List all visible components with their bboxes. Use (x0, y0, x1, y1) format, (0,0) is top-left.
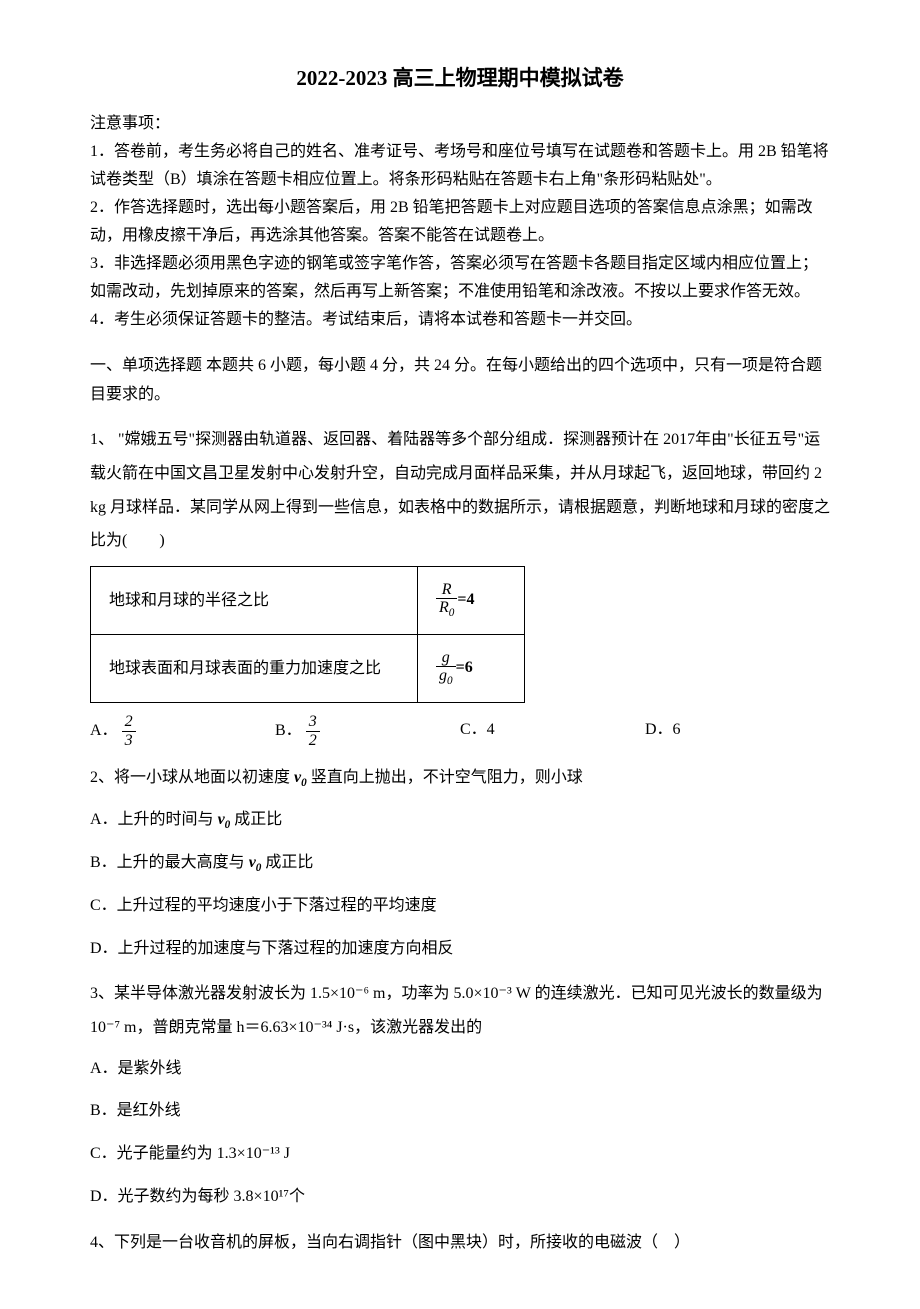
section-1-header: 一、单项选择题 本题共 6 小题，每小题 4 分，共 24 分。在每小题给出的四… (90, 352, 830, 410)
option-d: D．上升过程的加速度与下落过程的加速度方向相反 (90, 931, 830, 968)
q4-text: 4、下列是一台收音机的屏板，当向右调指针（图中黑块）时，所接收的电磁波（ ） (90, 1234, 690, 1251)
fraction-numerator: R (436, 581, 457, 600)
fraction: g g0 (436, 649, 456, 688)
table-value-cell: R R0 =4 (418, 566, 525, 634)
question-1: 1、 "嫦娥五号"探测器由轨道器、返回器、着陆器等多个部分组成．探测器预计在 2… (90, 423, 830, 749)
fraction-denominator: R0 (436, 599, 457, 620)
option-a: A． 2 3 (90, 713, 275, 749)
q1-data-table: 地球和月球的半径之比 R R0 =4 地球表面和月球表面的重力加速度之比 g g… (90, 566, 525, 703)
instruction-item: 4．考生必须保证答题卡的整洁。考试结束后，请将本试卷和答题卡一并交回。 (90, 306, 830, 334)
fraction: R R0 (436, 581, 457, 620)
equals-value: =4 (457, 591, 474, 608)
question-1-text: 1、 "嫦娥五号"探测器由轨道器、返回器、着陆器等多个部分组成．探测器预计在 2… (90, 431, 830, 549)
instructions-header: 注意事项： (90, 110, 830, 138)
fraction-numerator: g (436, 649, 456, 668)
option-c: C．4 (460, 713, 645, 749)
table-value-cell: g g0 =6 (418, 634, 525, 702)
question-4: 4、下列是一台收音机的屏板，当向右调指针（图中黑块）时，所接收的电磁波（ ） (90, 1226, 830, 1260)
option-b: B．上升的最大高度与 v0 成正比 (90, 845, 830, 882)
instruction-item: 1．答卷前，考生务必将自己的姓名、准考证号、考场号和座位号填写在试题卷和答题卡上… (90, 138, 830, 194)
exam-title: 2022-2023 高三上物理期中模拟试卷 (90, 60, 830, 98)
fraction: 2 3 (122, 713, 136, 749)
option-b: B．是红外线 (90, 1093, 830, 1130)
table-label-cell: 地球和月球的半径之比 (91, 566, 418, 634)
table-label-cell: 地球表面和月球表面的重力加速度之比 (91, 634, 418, 702)
fraction-denominator: g0 (436, 667, 456, 688)
question-3: 3、某半导体激光器发射波长为 1.5×10⁻⁶ m，功率为 5.0×10⁻³ W… (90, 977, 830, 1215)
q2-text-suffix: 竖直向上抛出，不计空气阻力，则小球 (307, 769, 583, 786)
table-row: 地球表面和月球表面的重力加速度之比 g g0 =6 (91, 634, 525, 702)
option-b: B． 3 2 (275, 713, 460, 749)
option-d: D．6 (645, 713, 830, 749)
variable-v0: v0 (294, 769, 307, 786)
q1-options: A． 2 3 B． 3 2 C．4 D．6 (90, 713, 830, 749)
option-a: A．是紫外线 (90, 1051, 830, 1088)
option-d: D．光子数约为每秒 3.8×10¹⁷个 (90, 1179, 830, 1216)
instruction-item: 2．作答选择题时，选出每小题答案后，用 2B 铅笔把答题卡上对应题目选项的答案信… (90, 194, 830, 250)
fraction: 3 2 (306, 713, 320, 749)
option-a: A．上升的时间与 v0 成正比 (90, 802, 830, 839)
question-2: 2、将一小球从地面以初速度 v0 竖直向上抛出，不计空气阻力，则小球 A．上升的… (90, 761, 830, 967)
table-row: 地球和月球的半径之比 R R0 =4 (91, 566, 525, 634)
instruction-item: 3．非选择题必须用黑色字迹的钢笔或签字笔作答，答案必须写在答题卡各题目指定区域内… (90, 250, 830, 306)
instructions-block: 注意事项： 1．答卷前，考生务必将自己的姓名、准考证号、考场号和座位号填写在试题… (90, 110, 830, 334)
option-c: C．上升过程的平均速度小于下落过程的平均速度 (90, 888, 830, 925)
q2-text-prefix: 2、将一小球从地面以初速度 (90, 769, 294, 786)
q3-text: 3、某半导体激光器发射波长为 1.5×10⁻⁶ m，功率为 5.0×10⁻³ W… (90, 985, 823, 1036)
option-c: C．光子能量约为 1.3×10⁻¹³ J (90, 1136, 830, 1173)
equals-value: =6 (456, 659, 473, 676)
